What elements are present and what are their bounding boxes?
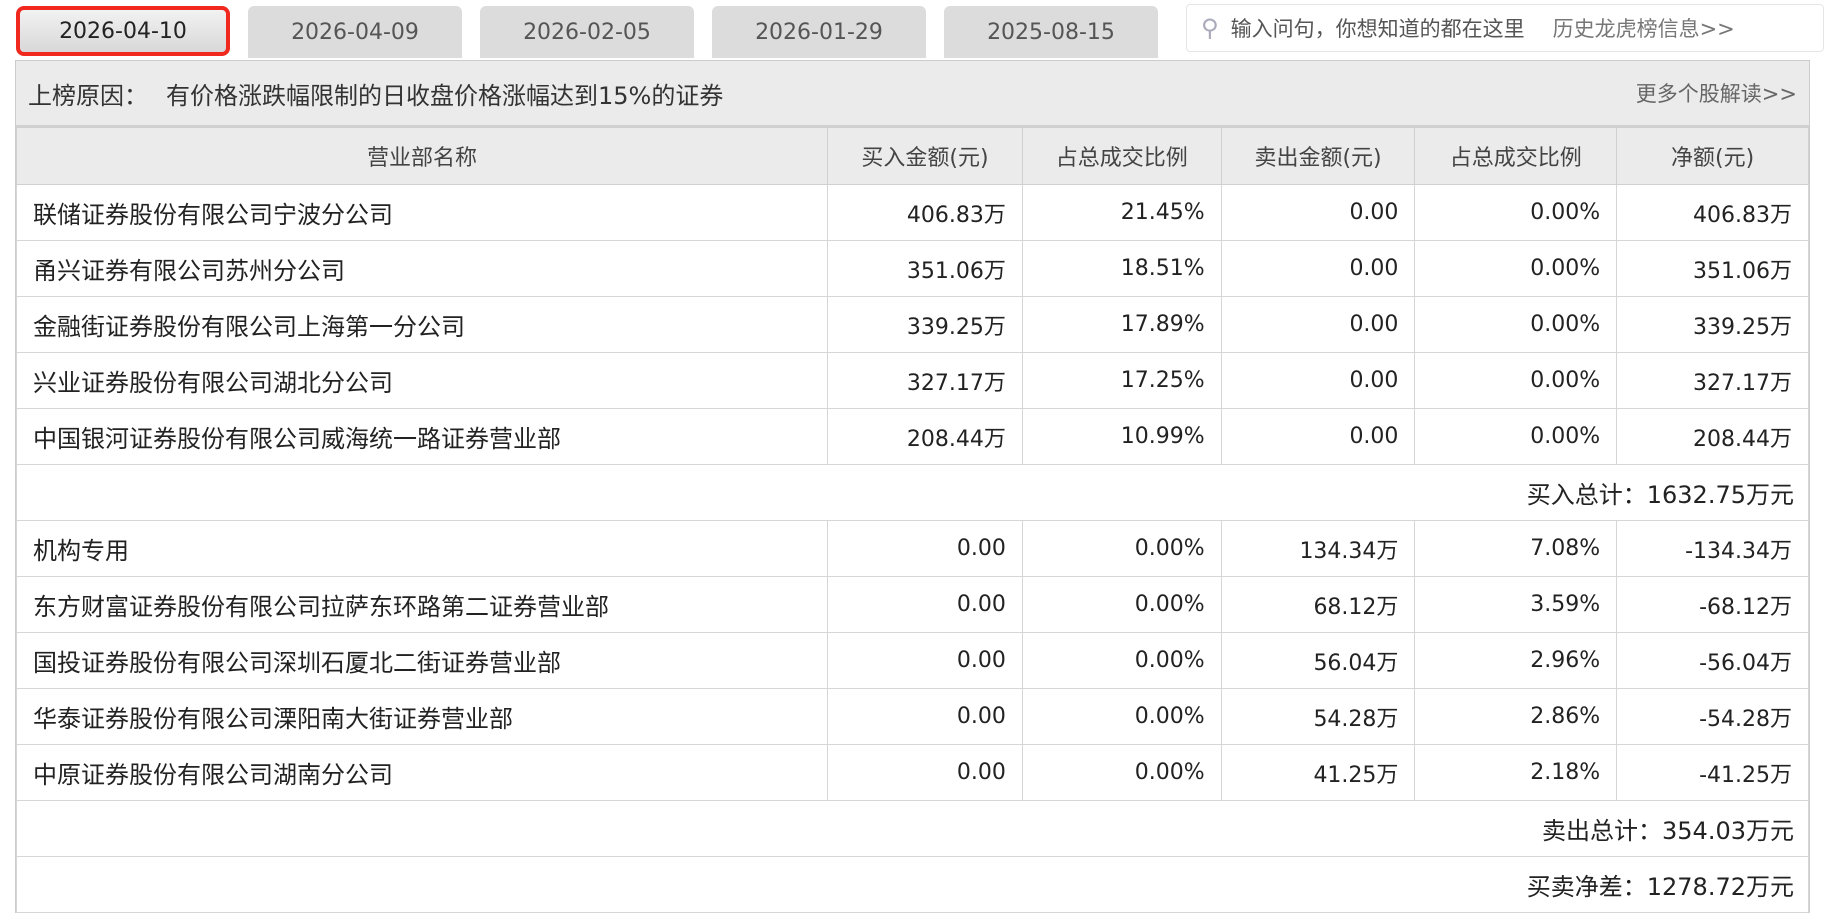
cell-value: 0.00 bbox=[1220, 184, 1416, 241]
cell-value: 0.00 bbox=[827, 576, 1023, 633]
table-row: 兴业证券股份有限公司湖北分公司 327.17万 17.25% 0.00 0.00% 327… bbox=[15, 352, 1809, 409]
cell-value: 351.06万 bbox=[1616, 240, 1809, 297]
search-icon: ⚲ bbox=[1201, 14, 1219, 42]
table-row: 机构专用 0.00 0.00% 134.34万 7.08% -134.34万 bbox=[15, 520, 1809, 577]
cell-value: 208.44万 bbox=[1616, 408, 1809, 465]
cell-value: 54.28万 bbox=[1220, 688, 1416, 745]
cell-value: 17.89% bbox=[1021, 296, 1222, 353]
table-row: 金融街证券股份有限公司上海第一分公司 339.25万 17.89% 0.00 0.00%… bbox=[15, 296, 1809, 353]
cell-value: 0.00% bbox=[1414, 296, 1618, 353]
cell-value: 0.00 bbox=[827, 744, 1023, 801]
tab-date-4[interactable]: 2025-08-15 bbox=[944, 6, 1158, 58]
cell-value: -41.25万 bbox=[1616, 744, 1809, 801]
cell-value: 2.96% bbox=[1414, 632, 1618, 689]
column-header: 占总成交比例 bbox=[1021, 127, 1222, 185]
history-link[interactable]: 历史龙虎榜信息>> bbox=[1552, 17, 1735, 41]
cell-value: 0.00 bbox=[1220, 352, 1416, 409]
tab-date-1[interactable]: 2026-04-09 bbox=[248, 6, 462, 58]
cell-value: 10.99% bbox=[1021, 408, 1222, 465]
branch-name[interactable]: 东方财富证券股份有限公司拉萨东环路第二证券营业部 bbox=[15, 576, 829, 633]
sell-total: 卖出总计：354.03万元 bbox=[16, 800, 1809, 857]
cell-value: 0.00% bbox=[1414, 240, 1618, 297]
tab-date-2[interactable]: 2026-02-05 bbox=[480, 6, 694, 58]
table-row: 华泰证券股份有限公司溧阳南大街证券营业部 0.00 0.00% 54.28万 2.86%… bbox=[15, 688, 1809, 745]
cell-value: 327.17万 bbox=[1616, 352, 1809, 409]
cell-value: 0.00% bbox=[1414, 184, 1618, 241]
buy-total: 买入总计：1632.75万元 bbox=[16, 464, 1809, 521]
table-row: 中原证券股份有限公司湖南分公司 0.00 0.00% 41.25万 2.18% -41.2… bbox=[15, 744, 1809, 801]
column-header: 卖出金额(元) bbox=[1220, 127, 1416, 185]
cell-value: 0.00 bbox=[1220, 240, 1416, 297]
cell-value: 2.86% bbox=[1414, 688, 1618, 745]
reason-text: 有价格涨跌幅限制的日收盘价格涨幅达到15%的证券 bbox=[166, 81, 724, 110]
cell-value: 0.00% bbox=[1021, 632, 1222, 689]
cell-value: 208.44万 bbox=[827, 408, 1023, 465]
branch-name[interactable]: 兴业证券股份有限公司湖北分公司 bbox=[15, 352, 829, 409]
lhb-table: 营业部名称 买入金额(元) 占总成交比例 卖出金额(元) 占总成交比例 净额(元) 联储证… bbox=[15, 127, 1809, 913]
branch-name[interactable]: 中原证券股份有限公司湖南分公司 bbox=[15, 744, 829, 801]
reason-label: 上榜原因： bbox=[28, 81, 148, 110]
branch-name[interactable]: 中国银河证券股份有限公司威海统一路证券营业部 bbox=[15, 408, 829, 465]
cell-value: 0.00 bbox=[1220, 296, 1416, 353]
cell-value: 68.12万 bbox=[1220, 576, 1416, 633]
table-row: 联储证券股份有限公司宁波分公司 406.83万 21.45% 0.00 0.00% 406… bbox=[15, 184, 1809, 241]
column-header: 净额(元) bbox=[1616, 127, 1809, 185]
cell-value: 7.08% bbox=[1414, 520, 1618, 577]
cell-value: 0.00 bbox=[827, 520, 1023, 577]
branch-name[interactable]: 金融街证券股份有限公司上海第一分公司 bbox=[15, 296, 829, 353]
column-header: 买入金额(元) bbox=[827, 127, 1023, 185]
branch-name[interactable]: 联储证券股份有限公司宁波分公司 bbox=[15, 184, 829, 241]
tab-date-0[interactable]: 2026-04-10 bbox=[16, 6, 230, 56]
net-total: 买卖净差：1278.72万元 bbox=[16, 856, 1809, 913]
cell-value: 339.25万 bbox=[827, 296, 1023, 353]
cell-value: -134.34万 bbox=[1616, 520, 1809, 577]
branch-name[interactable]: 华泰证券股份有限公司溧阳南大街证券营业部 bbox=[15, 688, 829, 745]
table-row: 国投证券股份有限公司深圳石厦北二街证券营业部 0.00 0.00% 56.04万 2.9… bbox=[15, 632, 1809, 689]
cell-value: 134.34万 bbox=[1220, 520, 1416, 577]
branch-name[interactable]: 国投证券股份有限公司深圳石厦北二街证券营业部 bbox=[15, 632, 829, 689]
column-header: 营业部名称 bbox=[15, 127, 829, 185]
cell-value: 339.25万 bbox=[1616, 296, 1809, 353]
cell-value: 0.00% bbox=[1021, 688, 1222, 745]
table-row: 东方财富证券股份有限公司拉萨东环路第二证券营业部 0.00 0.00% 68.12万 3… bbox=[15, 576, 1809, 633]
search-box[interactable]: ⚲ 输入问句，你想知道的都在这里 历史龙虎榜信息>> bbox=[1186, 4, 1824, 52]
cell-value: 351.06万 bbox=[827, 240, 1023, 297]
search-input[interactable]: 输入问句，你想知道的都在这里 bbox=[1230, 17, 1525, 41]
reason-bar: 上榜原因： 有价格涨跌幅限制的日收盘价格涨幅达到15%的证券 更多个股解读>> bbox=[16, 61, 1809, 127]
cell-value: 56.04万 bbox=[1220, 632, 1416, 689]
lhb-panel: 上榜原因： 有价格涨跌幅限制的日收盘价格涨幅达到15%的证券 更多个股解读>> … bbox=[15, 60, 1810, 913]
cell-value: 406.83万 bbox=[1616, 184, 1809, 241]
cell-value: 41.25万 bbox=[1220, 744, 1416, 801]
cell-value: 0.00% bbox=[1021, 744, 1222, 801]
cell-value: 406.83万 bbox=[827, 184, 1023, 241]
cell-value: 0.00% bbox=[1414, 408, 1618, 465]
cell-value: 3.59% bbox=[1414, 576, 1618, 633]
cell-value: 21.45% bbox=[1021, 184, 1222, 241]
column-header: 占总成交比例 bbox=[1414, 127, 1618, 185]
cell-value: 2.18% bbox=[1414, 744, 1618, 801]
cell-value: 0.00% bbox=[1414, 352, 1618, 409]
cell-value: 18.51% bbox=[1021, 240, 1222, 297]
cell-value: 327.17万 bbox=[827, 352, 1023, 409]
more-analysis-link[interactable]: 更多个股解读>> bbox=[1635, 82, 1797, 106]
table-row: 中国银河证券股份有限公司威海统一路证券营业部 208.44万 10.99% 0.00 0… bbox=[15, 408, 1809, 465]
cell-value: -54.28万 bbox=[1616, 688, 1809, 745]
cell-value: 17.25% bbox=[1021, 352, 1222, 409]
cell-value: 0.00 bbox=[827, 632, 1023, 689]
branch-name[interactable]: 机构专用 bbox=[15, 520, 829, 577]
cell-value: -56.04万 bbox=[1616, 632, 1809, 689]
cell-value: -68.12万 bbox=[1616, 576, 1809, 633]
tab-date-3[interactable]: 2026-01-29 bbox=[712, 6, 926, 58]
cell-value: 0.00% bbox=[1021, 520, 1222, 577]
table-row: 甬兴证券有限公司苏州分公司 351.06万 18.51% 0.00 0.00% 351.0… bbox=[15, 240, 1809, 297]
cell-value: 0.00 bbox=[1220, 408, 1416, 465]
cell-value: 0.00% bbox=[1021, 576, 1222, 633]
branch-name[interactable]: 甬兴证券有限公司苏州分公司 bbox=[15, 240, 829, 297]
cell-value: 0.00 bbox=[827, 688, 1023, 745]
